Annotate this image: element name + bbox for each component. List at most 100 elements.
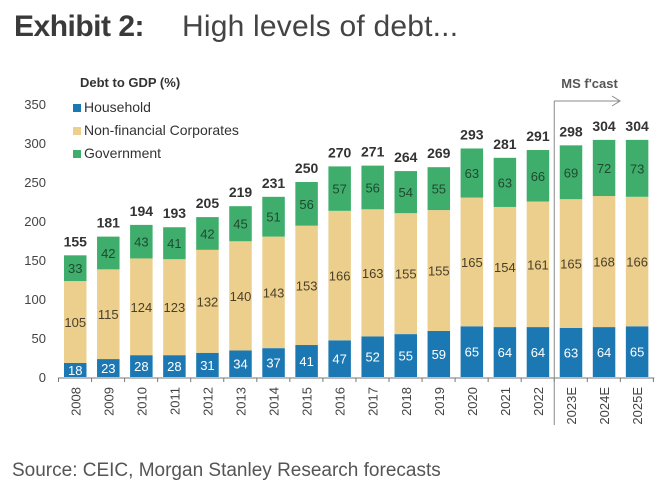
bar-group: 64 154 63 281 xyxy=(493,136,517,377)
y-tick-label: 150 xyxy=(24,253,46,268)
bar-segment xyxy=(361,336,384,377)
bar-group: 41 153 56 250 xyxy=(295,160,319,377)
x-tick-label: 2017 xyxy=(366,387,381,416)
segment-value-label: 165 xyxy=(461,255,483,270)
bar-group: 55 155 54 264 xyxy=(394,149,418,377)
segment-value-label: 143 xyxy=(263,285,285,300)
segment-value-label: 34 xyxy=(233,357,247,372)
total-value-label: 291 xyxy=(526,128,550,144)
x-tick-label: 2014 xyxy=(267,387,282,416)
total-value-label: 250 xyxy=(295,160,319,176)
segment-value-label: 54 xyxy=(399,185,413,200)
y-tick-label: 200 xyxy=(24,214,46,229)
total-value-label: 304 xyxy=(625,118,649,134)
segment-value-label: 42 xyxy=(200,226,214,241)
segment-value-label: 64 xyxy=(498,345,512,360)
segment-value-label: 124 xyxy=(130,300,152,315)
total-value-label: 181 xyxy=(97,215,121,231)
bar-segment xyxy=(493,206,517,328)
exhibit-subtitle: High levels of debt... xyxy=(182,10,459,43)
total-value-label: 270 xyxy=(328,144,352,160)
bar-segment xyxy=(97,359,120,377)
bar-segment xyxy=(394,213,417,335)
segment-value-label: 28 xyxy=(167,359,181,374)
segment-value-label: 47 xyxy=(332,352,346,367)
segment-value-label: 45 xyxy=(233,217,247,232)
x-tick-label: 2022 xyxy=(531,387,546,416)
total-value-label: 193 xyxy=(163,205,187,221)
bar-segment xyxy=(64,281,87,363)
x-tick-label: 2023E xyxy=(564,387,579,425)
segment-value-label: 166 xyxy=(626,255,648,270)
y-tick-label: 0 xyxy=(39,370,46,385)
bar-group: 34 140 45 219 xyxy=(229,184,252,377)
total-value-label: 298 xyxy=(559,123,583,139)
bar-segment xyxy=(592,139,616,197)
segment-value-label: 165 xyxy=(560,257,582,272)
bar-segment xyxy=(394,171,417,214)
segment-value-label: 23 xyxy=(101,361,115,376)
segment-value-label: 52 xyxy=(365,350,379,365)
total-value-label: 155 xyxy=(64,233,88,249)
y-tick-label: 50 xyxy=(32,331,46,346)
bar-group: 28 123 41 193 xyxy=(163,205,187,377)
bar-segment xyxy=(361,165,384,210)
segment-value-label: 66 xyxy=(531,169,545,184)
bar-group: 52 163 56 271 xyxy=(361,144,385,377)
x-tick-label: 2018 xyxy=(399,387,414,416)
y-tick-label: 250 xyxy=(24,175,46,190)
segment-value-label: 41 xyxy=(167,236,181,251)
segment-value-label: 33 xyxy=(68,261,82,276)
x-tick-label: 2010 xyxy=(134,387,149,416)
total-value-label: 231 xyxy=(262,175,286,191)
segment-value-label: 56 xyxy=(299,197,313,212)
segment-value-label: 69 xyxy=(564,165,578,180)
segment-value-label: 65 xyxy=(630,345,644,360)
x-tick-label: 2015 xyxy=(300,387,315,416)
x-tick-label: 2008 xyxy=(68,387,83,416)
bar-segment xyxy=(559,199,583,328)
bar-segment xyxy=(328,166,351,211)
bar-segment xyxy=(64,362,87,377)
segment-value-label: 59 xyxy=(432,347,446,362)
legend-label: Household xyxy=(84,99,151,115)
x-tick-label: 2009 xyxy=(101,387,116,416)
forecast-arrow-head-icon xyxy=(611,95,621,107)
x-axis: 2008 2009 2010 2011 2012 2013 2014 2015 2016 2017… xyxy=(58,377,655,425)
bar-segment xyxy=(196,249,219,353)
bar-segment xyxy=(361,209,384,337)
legend-label: Non-financial Corporates xyxy=(84,122,239,138)
bar-segment xyxy=(97,236,120,270)
bar-segment xyxy=(262,348,285,377)
bar-segment xyxy=(229,206,252,242)
y-axis-title: Debt to GDP (%) xyxy=(80,75,180,90)
bar-group: 63 165 69 298 xyxy=(559,123,583,377)
bar-segment xyxy=(526,327,550,377)
bar-segment xyxy=(526,150,550,202)
bars: 18 105 33 155 23 115 42 181 28 124 43 194 28 123 41 193… xyxy=(64,118,649,378)
bar-segment xyxy=(328,340,351,377)
segment-value-label: 123 xyxy=(164,300,186,315)
bar-segment xyxy=(163,259,186,356)
x-tick-label: 2016 xyxy=(333,387,348,416)
bar-segment xyxy=(163,227,186,260)
bar-segment xyxy=(394,334,417,377)
bar-group: 47 166 57 270 xyxy=(328,144,352,377)
legend-label: Government xyxy=(84,145,161,161)
legend: Household Non-financial Corporates Governm… xyxy=(73,99,239,161)
bar-segment xyxy=(196,217,219,250)
x-tick-label: 2024E xyxy=(597,387,612,425)
segment-value-label: 63 xyxy=(564,345,578,360)
bar-segment xyxy=(229,350,252,377)
bar-segment xyxy=(625,139,649,197)
total-value-label: 269 xyxy=(427,145,451,161)
bar-segment xyxy=(625,326,649,377)
bar-segment xyxy=(526,201,550,328)
bar-group: 64 161 66 291 xyxy=(526,128,550,377)
x-tick-label: 2025E xyxy=(630,387,645,425)
bar-segment xyxy=(130,355,153,377)
segment-value-label: 65 xyxy=(465,345,479,360)
segment-value-label: 18 xyxy=(68,363,82,378)
y-tick-label: 350 xyxy=(24,97,46,112)
segment-value-label: 73 xyxy=(630,161,644,176)
